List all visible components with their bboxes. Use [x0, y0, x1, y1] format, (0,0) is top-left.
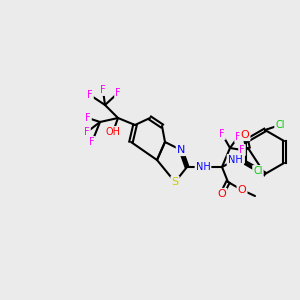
Text: OH: OH — [106, 127, 121, 137]
Text: Cl: Cl — [275, 120, 285, 130]
Text: F: F — [100, 85, 106, 95]
Text: F: F — [89, 137, 95, 147]
Text: F: F — [239, 145, 245, 155]
Text: F: F — [115, 88, 121, 98]
Text: NH: NH — [228, 155, 242, 165]
Text: F: F — [235, 132, 241, 142]
Text: O: O — [238, 185, 246, 195]
Text: S: S — [171, 177, 178, 187]
Text: N: N — [177, 145, 185, 155]
Text: F: F — [84, 127, 90, 137]
Text: Cl: Cl — [253, 166, 263, 176]
Text: F: F — [219, 129, 225, 139]
Text: F: F — [85, 113, 91, 123]
Text: F: F — [87, 90, 93, 100]
Text: O: O — [218, 189, 226, 199]
Text: NH: NH — [196, 162, 210, 172]
Text: O: O — [241, 130, 249, 140]
